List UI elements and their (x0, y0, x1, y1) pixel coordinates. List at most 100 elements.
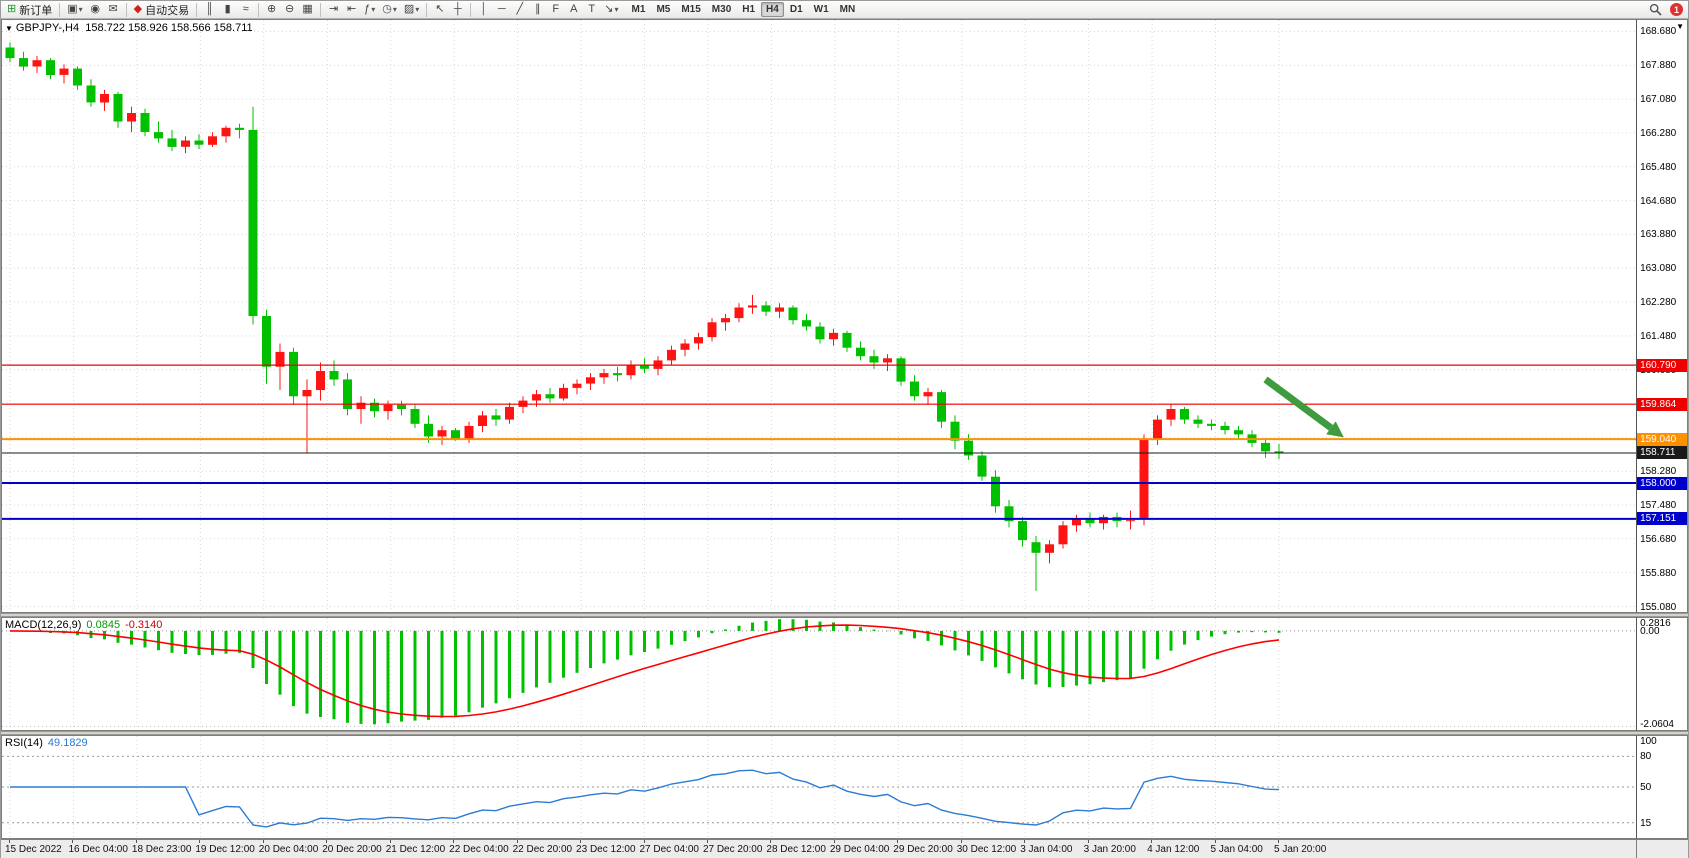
time-axis-tick (1278, 840, 1279, 843)
channel-icon[interactable]: ∥ (529, 2, 546, 18)
timeframe-d1-button[interactable]: D1 (789, 4, 803, 15)
collapse-icon[interactable]: ▼ (5, 24, 13, 33)
auto-trading-icon: ◆ (133, 3, 143, 15)
auto-trading-button-label: 自动交易 (145, 4, 190, 17)
horizontal-line-icon[interactable]: ─ (493, 2, 510, 18)
time-axis-label: 27 Dec 20:00 (702, 844, 763, 855)
templates-icon: ▨ (403, 3, 415, 15)
timeframe-m30-button[interactable]: M30 (711, 4, 732, 15)
messages-icon: ✉ (108, 3, 118, 15)
community-icon: ◉ (90, 3, 100, 15)
candlestick-chart-icon[interactable]: ▮ (219, 2, 236, 18)
price-axis-label: 166.280 (1640, 127, 1677, 139)
notification-badge[interactable]: 1 (1670, 3, 1683, 16)
price-axis-label: 167.880 (1640, 60, 1677, 72)
price-axis-label: 163.880 (1640, 229, 1677, 241)
auto-trading-button[interactable]: ◆ 自动交易 (131, 2, 192, 18)
time-axis-tick (897, 840, 899, 843)
price-axis-label: 165.480 (1640, 161, 1677, 173)
time-axis-label: 29 Dec 20:00 (893, 844, 953, 855)
time-axis-tick (1087, 840, 1089, 843)
dropdown-arrow-icon[interactable]: ▾ (415, 5, 420, 14)
price-tag: 159.040 (1637, 432, 1688, 446)
search-icon[interactable] (1646, 2, 1665, 18)
rsi-axis-label: 80 (1640, 751, 1652, 763)
messages-icon[interactable]: ✉ (105, 2, 122, 18)
time-axis-label: 23 Dec 12:00 (576, 844, 636, 855)
price-axis-label: 162.280 (1640, 297, 1677, 309)
time-axis-label: 19 Dec 12:00 (195, 844, 255, 855)
zoom-out-icon[interactable]: ⊖ (281, 2, 298, 18)
timeframe-h1-button[interactable]: H1 (742, 4, 756, 15)
cursor-icon: ↖ (435, 3, 445, 15)
vertical-line-icon[interactable]: │ (475, 2, 492, 18)
indicators-icon[interactable]: ƒ ▾ (361, 2, 378, 18)
timeframe-h4-button[interactable]: H4 (761, 2, 784, 17)
periods-icon[interactable]: ◷ ▾ (379, 2, 400, 18)
scale-menu-icon[interactable]: ▼ (1676, 22, 1684, 31)
timeframe-w1-button[interactable]: W1 (813, 4, 829, 15)
time-axis-tick (706, 840, 708, 843)
chart-ohlc-header: ▼ GBPJPY-,H4 158.722 158.926 158.566 158.… (5, 22, 253, 34)
toolbar-buttons: ⊞ 新订单 ▣ ▾ ◉ ✉ ◆ 自动交易 ║ ▮ ≈ ⊕ ⊖ ▦ ⇥ ⇤ ƒ ▾ ◷ ▾ ▨ ▾ ↖ ┼ │ ─ ╱ ∥ F A T ↘ ▾ (4, 2, 622, 18)
rsi-plot-svg (2, 736, 1637, 838)
community-icon[interactable]: ◉ (87, 2, 104, 18)
time-axis-label: 22 Dec 04:00 (449, 844, 509, 855)
fibonacci-icon[interactable]: F (547, 2, 564, 18)
new-order-button[interactable]: ⊞ 新订单 (4, 2, 55, 18)
candlestick-chart-icon: ▮ (224, 3, 231, 15)
auto-scroll-icon[interactable]: ⇥ (325, 2, 342, 18)
arrows-icon[interactable]: ↘ ▾ (601, 2, 621, 18)
candlestick-chart[interactable]: ▼ GBPJPY-,H4 158.722 158.926 158.566 158.… (1, 19, 1637, 613)
price-axis-label: 158.280 (1640, 466, 1677, 478)
time-axis-tick (326, 840, 328, 843)
timeframe-m5-button[interactable]: M5 (656, 4, 671, 15)
bar-chart-icon[interactable]: ║ (201, 2, 218, 18)
timeframe-m1-button[interactable]: M1 (631, 4, 646, 15)
bar-chart-icon: ║ (205, 3, 214, 15)
zoom-in-icon: ⊕ (267, 3, 277, 15)
trendline-icon[interactable]: ╱ (511, 2, 528, 18)
label-icon: T (588, 3, 596, 15)
dropdown-arrow-icon[interactable]: ▾ (392, 5, 397, 14)
profiles-icon[interactable]: ▣ ▾ (64, 2, 85, 18)
label-icon[interactable]: T (583, 2, 600, 18)
dropdown-arrow-icon[interactable]: ▾ (614, 5, 619, 14)
dropdown-arrow-icon[interactable]: ▾ (78, 5, 83, 14)
price-axis-label: 155.880 (1640, 567, 1677, 579)
time-axis-label: 5 Jan 20:00 (1274, 844, 1327, 855)
toolbar-separator (320, 2, 322, 17)
rsi-label: RSI(14) 49.1829 (5, 737, 88, 749)
rsi-chart[interactable]: RSI(14) 49.1829 (1, 735, 1637, 839)
macd-axis-label: 0.00 (1640, 625, 1660, 637)
indicators-icon: ƒ (364, 3, 371, 15)
rsi-value: 49.1829 (47, 737, 88, 749)
time-axis-label: 20 Dec 20:00 (322, 844, 382, 855)
timeframe-m15-button[interactable]: M15 (681, 4, 701, 15)
line-chart-icon[interactable]: ≈ (237, 2, 254, 18)
price-axis[interactable]: ▼ 168.680 167.880 167.080 166.280 165.480 164… (1636, 19, 1688, 613)
panel-splitter-1[interactable] (1, 613, 1688, 617)
price-axis-label: 156.680 (1640, 533, 1677, 545)
dropdown-arrow-icon[interactable]: ▾ (371, 5, 376, 14)
cursor-icon[interactable]: ↖ (431, 2, 448, 18)
ohlc-values: 158.722 158.926 158.566 158.711 (85, 22, 253, 34)
time-axis[interactable]: 15 Dec 2022 16 Dec 04:00 18 Dec 23:00 19 De… (1, 839, 1688, 858)
text-icon[interactable]: A (565, 2, 582, 18)
tile-windows-icon: ▦ (302, 3, 313, 15)
periods-icon: ◷ (382, 3, 392, 15)
zoom-in-icon[interactable]: ⊕ (263, 2, 280, 18)
templates-icon[interactable]: ▨ ▾ (401, 2, 422, 18)
crosshair-icon: ┼ (453, 3, 462, 15)
timeframe-mn-button[interactable]: MN (839, 4, 856, 15)
time-axis-tick (516, 840, 518, 843)
macd-chart[interactable]: MACD(12,26,9) 0.0845 -0.3140 (1, 617, 1637, 731)
crosshair-icon[interactable]: ┼ (449, 2, 466, 18)
chart-shift-icon[interactable]: ⇤ (343, 2, 360, 18)
time-axis-label: 27 Dec 04:00 (639, 844, 700, 855)
toolbar-separator (196, 2, 198, 17)
macd-name: MACD(12,26,9) (5, 619, 82, 631)
panel-splitter-2[interactable] (1, 731, 1688, 735)
tile-windows-icon[interactable]: ▦ (299, 2, 316, 18)
rsi-axis-label: 15 (1640, 817, 1652, 829)
